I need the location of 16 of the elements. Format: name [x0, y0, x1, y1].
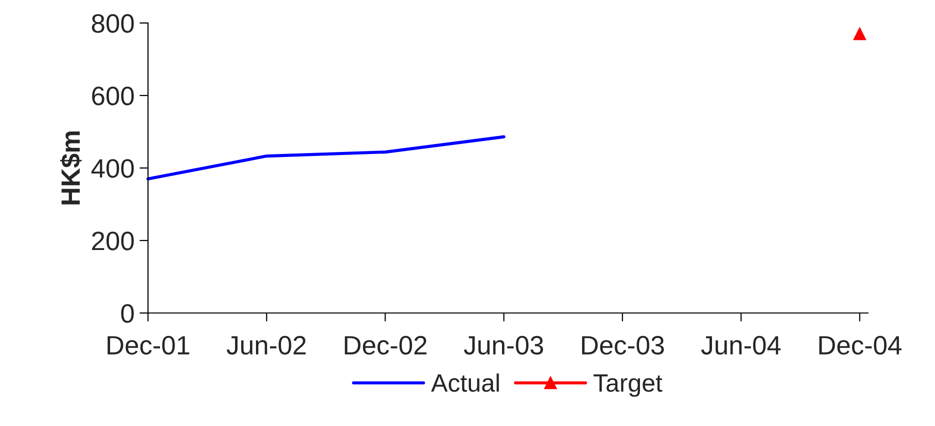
y-tick-label: 600 — [92, 86, 134, 106]
x-tick-label: Dec-01 — [108, 336, 190, 355]
x-tick-label: Dec-03 — [582, 336, 664, 355]
legend-label: Actual — [431, 374, 499, 392]
y-tick-label: 400 — [91, 159, 134, 178]
x-tick-label: Jun-03 — [464, 336, 544, 355]
y-axis-title: HK$m — [60, 132, 82, 204]
x-tick-label: Jun-02 — [226, 336, 306, 355]
x-tick-label: Dec-04 — [819, 336, 902, 355]
y-tick-label: 800 — [92, 14, 134, 33]
y-tick-label: 0 — [121, 304, 134, 323]
line-series — [146, 135, 506, 180]
x-tick-label: Jun-04 — [701, 336, 781, 355]
legend-label: Target — [594, 374, 662, 397]
x-tick-label: Dec-02 — [344, 336, 426, 355]
y-tick-label: 200 — [92, 232, 134, 250]
